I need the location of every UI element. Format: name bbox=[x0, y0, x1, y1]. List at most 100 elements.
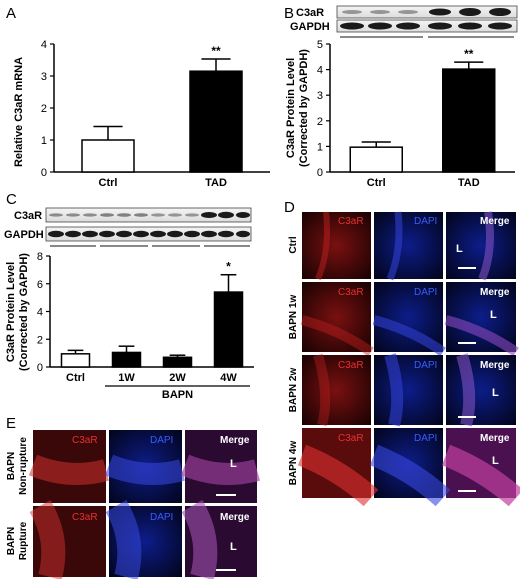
mic-d-col-dapi-r4: DAPI bbox=[414, 433, 437, 444]
mic-d-col-c3ar-r3: C3aR bbox=[338, 360, 364, 371]
mic-d-lumen-r2: L bbox=[490, 309, 497, 321]
y-tick-label-c: 8 bbox=[37, 251, 43, 263]
microscopy-panel-e bbox=[28, 430, 261, 579]
y-tick-label-b: 1 bbox=[317, 141, 323, 153]
bar-a-ctrl bbox=[81, 139, 135, 173]
mic-d-col-merge-r4: Merge bbox=[480, 433, 510, 444]
mic-d-row-label-bapn-1w: BAPN 1w bbox=[288, 295, 299, 340]
mic-e-lumen-r2: L bbox=[230, 541, 237, 553]
x-tick-label-b: Ctrl bbox=[367, 177, 386, 189]
mic-e-row-label-non-rupture-1: BAPN bbox=[6, 452, 17, 480]
blot-bands-b bbox=[340, 8, 512, 30]
panel-label-e: E bbox=[6, 415, 16, 432]
x-tick-label-c: 2W bbox=[169, 372, 186, 384]
y-tick-label-b: 3 bbox=[317, 90, 323, 102]
bar-c-2w bbox=[162, 356, 193, 368]
panel-label-a: A bbox=[6, 5, 16, 22]
panel-label-d: D bbox=[284, 199, 295, 216]
mic-d-row-label-bapn-4w: BAPN 4w bbox=[288, 441, 299, 486]
y-axis-label-c: (Corrected by GAPDH) bbox=[18, 253, 30, 371]
mic-e-row-label-rupture-2: Rupture bbox=[18, 521, 29, 560]
mic-e-lumen-r1: L bbox=[230, 458, 237, 470]
y-axis-label-c: C3aR Protein Level bbox=[5, 262, 17, 362]
mic-e-row-label-rupture-1: BAPN bbox=[6, 527, 17, 555]
x-tick-label-c: 4W bbox=[220, 372, 237, 384]
bar-a-tad bbox=[189, 70, 243, 173]
western-blot-c bbox=[45, 207, 252, 247]
group-label-c: BAPN bbox=[162, 389, 193, 401]
bar-c-ctrl bbox=[60, 353, 91, 368]
blot-b-label-c3ar: C3aR bbox=[296, 7, 324, 19]
mic-e-col-c3ar-r1: C3aR bbox=[72, 435, 98, 446]
y-axis-label-a: Relative C3aR mRNA bbox=[13, 57, 25, 167]
x-tick-label-a: TAD bbox=[205, 177, 227, 189]
mic-e-col-dapi-r1: DAPI bbox=[150, 435, 173, 446]
y-tick-label-b: 2 bbox=[317, 116, 323, 128]
blot-b-label-gapdh: GAPDH bbox=[290, 21, 330, 33]
bar-b-ctrl bbox=[349, 146, 403, 173]
y-tick-label-c: 6 bbox=[37, 279, 43, 291]
mic-d-row-label-ctrl: Ctrl bbox=[288, 236, 299, 253]
significance-mark-a: ** bbox=[211, 44, 221, 58]
panel-label-c: C bbox=[6, 191, 17, 208]
x-tick-label-c: Ctrl bbox=[66, 372, 85, 384]
western-blot-b bbox=[336, 5, 518, 38]
mic-d-row-ctrl bbox=[302, 211, 516, 281]
mic-e-col-merge-r1: Merge bbox=[220, 435, 250, 446]
mic-d-lumen-r1: L bbox=[456, 243, 463, 255]
bar-c-4w bbox=[213, 291, 244, 368]
mic-e-row-label-non-rupture-2: Non-rupture bbox=[18, 437, 29, 495]
y-tick-label-b: 0 bbox=[317, 167, 323, 179]
mic-e-col-c3ar-r2: C3aR bbox=[72, 512, 98, 523]
blot-c-label-c3ar: C3aR bbox=[14, 210, 42, 222]
significance-mark-c: * bbox=[226, 260, 231, 274]
panel-label-b: B bbox=[284, 5, 294, 22]
y-tick-label-c: 2 bbox=[37, 334, 43, 346]
x-tick-label-a: Ctrl bbox=[99, 177, 118, 189]
blot-bands-c bbox=[48, 211, 250, 238]
mic-d-lumen-r3: L bbox=[492, 387, 499, 399]
mic-d-lumen-r4: L bbox=[492, 455, 499, 467]
y-tick-label-a: 0 bbox=[41, 167, 47, 179]
blot-c-label-gapdh: GAPDH bbox=[4, 229, 44, 241]
mic-d-col-dapi-r1: DAPI bbox=[414, 216, 437, 227]
y-tick-label-a: 4 bbox=[41, 39, 47, 51]
microscopy-e-labels: C3aR DAPI Merge L C3aR DAPI Merge L BAPN… bbox=[6, 435, 250, 560]
mic-d-col-dapi-r3: DAPI bbox=[414, 360, 437, 371]
mic-e-row-rupture bbox=[29, 499, 257, 579]
y-tick-label-b: 5 bbox=[317, 39, 323, 51]
mic-d-col-merge-r3: Merge bbox=[480, 360, 510, 371]
x-tick-label-b: TAD bbox=[458, 177, 480, 189]
mic-e-row-non-rupture bbox=[28, 430, 261, 503]
bar-c-1w bbox=[111, 351, 142, 368]
microscopy-panel-d bbox=[297, 211, 520, 507]
y-tick-label-a: 1 bbox=[41, 135, 47, 147]
mic-e-col-dapi-r2: DAPI bbox=[150, 512, 173, 523]
y-tick-label-a: 3 bbox=[41, 71, 47, 83]
mic-d-row-bapn-1w bbox=[300, 282, 519, 357]
bar-chart-a: 0 1 2 3 4 Ctrl ** TAD Relative C3aR mRNA bbox=[13, 39, 270, 189]
y-tick-label-c: 0 bbox=[37, 362, 43, 374]
microscopy-d-labels: C3aR DAPI Merge L C3aR DAPI Merge L C3aR… bbox=[288, 216, 510, 485]
mic-d-row-bapn-2w bbox=[302, 353, 516, 427]
mic-d-row-label-bapn-2w: BAPN 2w bbox=[288, 368, 299, 413]
x-tick-label-c: 1W bbox=[118, 372, 135, 384]
y-tick-label-b: 4 bbox=[317, 65, 323, 77]
bar-chart-b: 0 1 2 3 4 5 Ctrl ** TAD C3aR Protein Level (Correc… bbox=[285, 39, 515, 189]
mic-d-col-c3ar-r1: C3aR bbox=[338, 216, 364, 227]
mic-d-row-bapn-4w bbox=[297, 428, 520, 507]
mic-e-col-merge-r2: Merge bbox=[220, 512, 250, 523]
y-axis-label-b: C3aR Protein Level bbox=[285, 58, 297, 158]
mic-d-col-c3ar-r2: C3aR bbox=[338, 287, 364, 298]
bar-chart-c: 0 2 4 6 8 Ctrl 1W 2W * 4W BAPN C3aR Protein Level (C… bbox=[5, 251, 254, 401]
mic-d-col-dapi-r2: DAPI bbox=[414, 287, 437, 298]
y-tick-label-c: 4 bbox=[37, 307, 43, 319]
mic-d-col-c3ar-r4: C3aR bbox=[338, 433, 364, 444]
significance-mark-b: ** bbox=[464, 47, 474, 61]
mic-d-col-merge-r1: Merge bbox=[480, 216, 510, 227]
y-axis-label-b: (Corrected by GAPDH) bbox=[298, 49, 310, 167]
mic-d-col-merge-r2: Merge bbox=[480, 287, 510, 298]
y-tick-label-a: 2 bbox=[41, 103, 47, 115]
bar-b-tad bbox=[442, 68, 496, 173]
